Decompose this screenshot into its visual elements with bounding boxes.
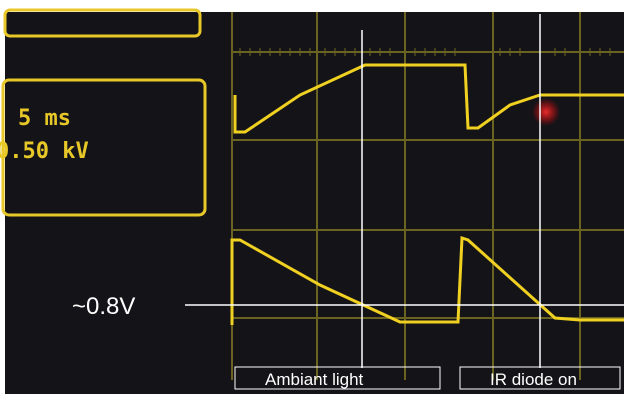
ir-glow xyxy=(532,98,560,126)
threshold-label: ~0.8V xyxy=(72,293,135,320)
label-ambient: Ambiant light xyxy=(265,370,364,389)
scope-screen xyxy=(5,12,624,394)
time-readout: 5 ms xyxy=(18,106,71,131)
label-ir: IR diode on xyxy=(490,370,577,389)
volt-readout: 0.50 kV xyxy=(0,139,89,164)
screenshot: 5 ms 0.50 kV ~0.8V Ambiant light IR diod… xyxy=(0,0,624,394)
